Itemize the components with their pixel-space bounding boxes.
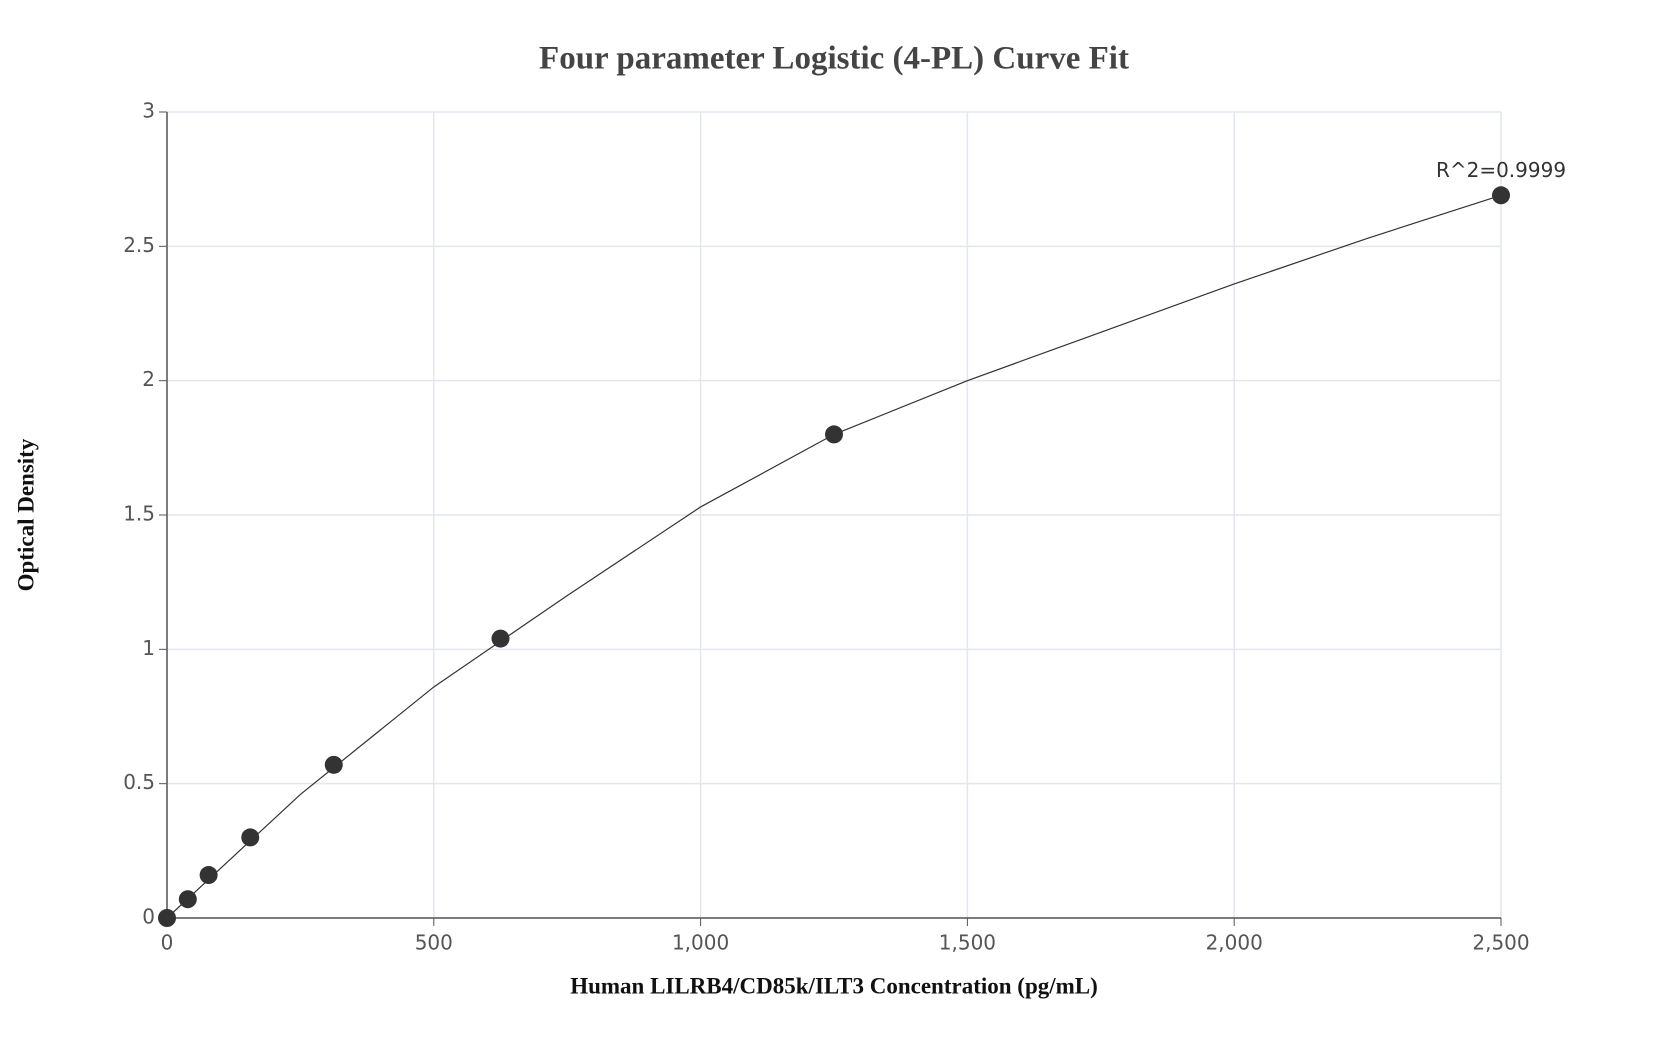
chart-title: Four parameter Logistic (4-PL) Curve Fit [539, 41, 1129, 77]
x-tick-label: 2,000 [1206, 931, 1263, 955]
y-tick-label: 1 [142, 636, 155, 660]
x-tick-label: 0 [161, 931, 174, 955]
y-tick-label: 0 [142, 905, 155, 929]
y-tick-label: 1.5 [123, 502, 155, 526]
y-axis-label: Optical Density [13, 438, 38, 591]
data-point [491, 629, 510, 648]
data-point [178, 890, 197, 909]
annotation: R^2=0.9999 [1436, 158, 1566, 182]
data-point [199, 866, 218, 885]
y-tick-label: 3 [142, 99, 155, 123]
x-tick-label: 1,500 [939, 931, 996, 955]
data-point [158, 909, 176, 927]
data-point [241, 828, 260, 847]
y-tick-label: 2.5 [123, 233, 155, 257]
x-tick-label: 2,500 [1472, 931, 1529, 955]
y-tick-label: 0.5 [123, 770, 155, 794]
x-tick-label: 500 [415, 931, 453, 955]
fit-curve [166, 194, 1502, 919]
y-tick-label: 2 [142, 367, 155, 391]
x-axis-label: Human LILRB4/CD85k/ILT3 Concentration (p… [570, 973, 1098, 998]
data-point [825, 425, 843, 444]
x-tick-label: 1,000 [672, 931, 729, 955]
data-point [1492, 186, 1510, 205]
data-point [324, 755, 343, 774]
